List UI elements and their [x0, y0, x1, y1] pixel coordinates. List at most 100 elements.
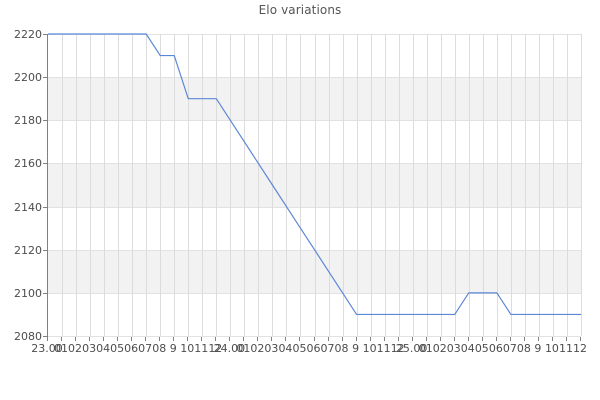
x-tick-label: 08: [516, 342, 531, 355]
x-tick-label: 12: [390, 342, 405, 355]
x-tick-label: 04: [460, 342, 475, 355]
band-stripe: [48, 163, 581, 207]
gridline-vertical: [230, 34, 231, 336]
y-tick-mark: [43, 34, 47, 35]
gridline-horizontal: [48, 77, 581, 78]
plot-area: [47, 33, 582, 337]
x-tick-mark: [524, 337, 525, 341]
y-tick-mark: [43, 293, 47, 294]
x-tick-label: 04: [96, 342, 111, 355]
gridline-vertical: [132, 34, 133, 336]
chart-title: Elo variations: [258, 3, 342, 17]
x-tick-label: 03: [82, 342, 97, 355]
x-tick-label: 25.00: [395, 342, 428, 355]
x-tick-mark: [370, 337, 371, 341]
x-tick-mark: [131, 337, 132, 341]
x-tick-mark: [468, 337, 469, 341]
x-tick-mark: [566, 337, 567, 341]
x-tick-mark: [328, 337, 329, 341]
gridline-vertical: [174, 34, 175, 336]
x-tick-label: 08: [334, 342, 349, 355]
x-tick-mark: [229, 337, 230, 341]
x-tick-label: 02: [68, 342, 83, 355]
gridline-vertical: [188, 34, 189, 336]
gridline-vertical: [202, 34, 203, 336]
gridline-vertical: [581, 34, 582, 336]
y-tick-mark: [43, 163, 47, 164]
x-tick-label: 9: [352, 342, 360, 355]
x-tick-mark: [173, 337, 174, 341]
x-tick-label: 12: [208, 342, 223, 355]
gridline-vertical: [90, 34, 91, 336]
y-tick-mark: [43, 120, 47, 121]
x-tick-mark: [117, 337, 118, 341]
gridline-horizontal: [48, 34, 581, 35]
gridline-vertical: [258, 34, 259, 336]
x-tick-label: 03: [446, 342, 461, 355]
x-tick-label: 05: [474, 342, 489, 355]
x-tick-label: 03: [264, 342, 279, 355]
x-tick-mark: [538, 337, 539, 341]
x-tick-label: 11: [194, 342, 209, 355]
x-tick-label: 10: [362, 342, 377, 355]
x-tick-label: 11: [558, 342, 573, 355]
gridline-vertical: [329, 34, 330, 336]
x-tick-mark: [243, 337, 244, 341]
x-tick-mark: [454, 337, 455, 341]
y-tick-label: 2100: [14, 286, 42, 300]
x-tick-label: 9: [534, 342, 542, 355]
x-tick-label: 07: [320, 342, 335, 355]
gridline-vertical: [511, 34, 512, 336]
x-tick-label: 04: [278, 342, 293, 355]
x-tick-label: 01: [54, 342, 69, 355]
x-tick-mark: [61, 337, 62, 341]
x-tick-mark: [412, 337, 413, 341]
gridline-vertical: [385, 34, 386, 336]
gridline-vertical: [483, 34, 484, 336]
gridline-vertical: [62, 34, 63, 336]
gridline-vertical: [413, 34, 414, 336]
gridline-horizontal: [48, 336, 581, 337]
x-tick-label: 01: [418, 342, 433, 355]
x-tick-label: 10: [544, 342, 559, 355]
x-tick-label: 06: [488, 342, 503, 355]
x-tick-mark: [145, 337, 146, 341]
gridline-horizontal: [48, 293, 581, 294]
x-tick-mark: [496, 337, 497, 341]
x-tick-mark: [342, 337, 343, 341]
x-tick-mark: [426, 337, 427, 341]
y-tick-mark: [43, 207, 47, 208]
gridline-vertical: [343, 34, 344, 336]
x-tick-mark: [271, 337, 272, 341]
gridline-vertical: [441, 34, 442, 336]
x-tick-label: 11: [376, 342, 391, 355]
x-tick-label: 10: [180, 342, 195, 355]
series-layer: [48, 33, 581, 336]
gridline-vertical: [315, 34, 316, 336]
x-tick-mark: [440, 337, 441, 341]
y-tick-label: 2120: [14, 243, 42, 257]
x-tick-label: 07: [502, 342, 517, 355]
x-tick-mark: [89, 337, 90, 341]
x-tick-mark: [398, 337, 399, 341]
gridline-vertical: [160, 34, 161, 336]
band-stripe: [48, 249, 581, 293]
y-tick-label: 2160: [14, 157, 42, 171]
gridline-vertical: [455, 34, 456, 336]
gridline-vertical: [427, 34, 428, 336]
gridline-vertical: [371, 34, 372, 336]
x-tick-label: 23.00: [31, 342, 63, 355]
x-tick-label: 05: [292, 342, 307, 355]
y-tick-mark: [43, 336, 47, 337]
gridline-vertical: [399, 34, 400, 336]
y-tick-mark: [43, 77, 47, 78]
x-tick-mark: [580, 337, 581, 341]
y-tick-label: 2220: [14, 28, 42, 41]
gridline-vertical: [300, 34, 301, 336]
vertical-gridlines: [48, 34, 582, 336]
gridline-vertical: [244, 34, 245, 336]
x-tick-label: 06: [124, 342, 139, 355]
x-tick-mark: [285, 337, 286, 341]
gridline-horizontal: [48, 207, 581, 208]
gridline-vertical: [567, 34, 568, 336]
